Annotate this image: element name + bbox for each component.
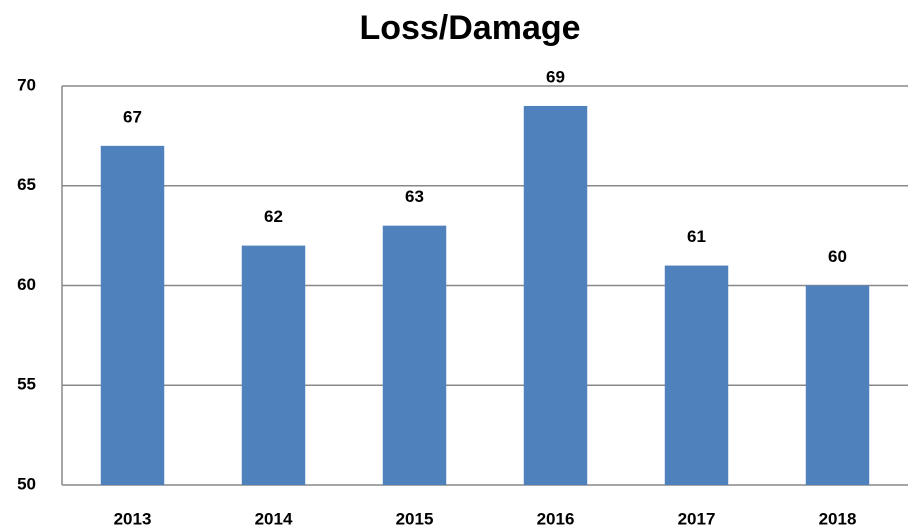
y-tick-label: 60 xyxy=(17,275,36,294)
chart-title: Loss/Damage xyxy=(359,9,580,47)
x-tick-label: 2016 xyxy=(537,509,575,528)
y-tick-label: 50 xyxy=(17,474,36,493)
data-label: 61 xyxy=(687,227,706,246)
x-tick-label: 2013 xyxy=(114,509,152,528)
x-tick-label: 2017 xyxy=(678,509,716,528)
x-tick-label: 2014 xyxy=(255,509,293,528)
y-tick-label: 55 xyxy=(17,375,36,394)
x-tick-label: 2018 xyxy=(819,509,857,528)
bar xyxy=(241,245,306,485)
y-tick-label: 70 xyxy=(17,75,36,94)
data-label: 69 xyxy=(546,67,565,86)
data-label: 67 xyxy=(123,107,142,126)
bar xyxy=(382,225,447,485)
bar xyxy=(100,145,165,485)
bar xyxy=(523,105,588,485)
data-label: 63 xyxy=(405,187,424,206)
bar xyxy=(664,265,729,485)
data-label: 62 xyxy=(264,207,283,226)
y-tick-label: 65 xyxy=(17,175,36,194)
bar xyxy=(805,285,870,485)
x-tick-label: 2015 xyxy=(396,509,434,528)
data-label: 60 xyxy=(828,247,847,266)
